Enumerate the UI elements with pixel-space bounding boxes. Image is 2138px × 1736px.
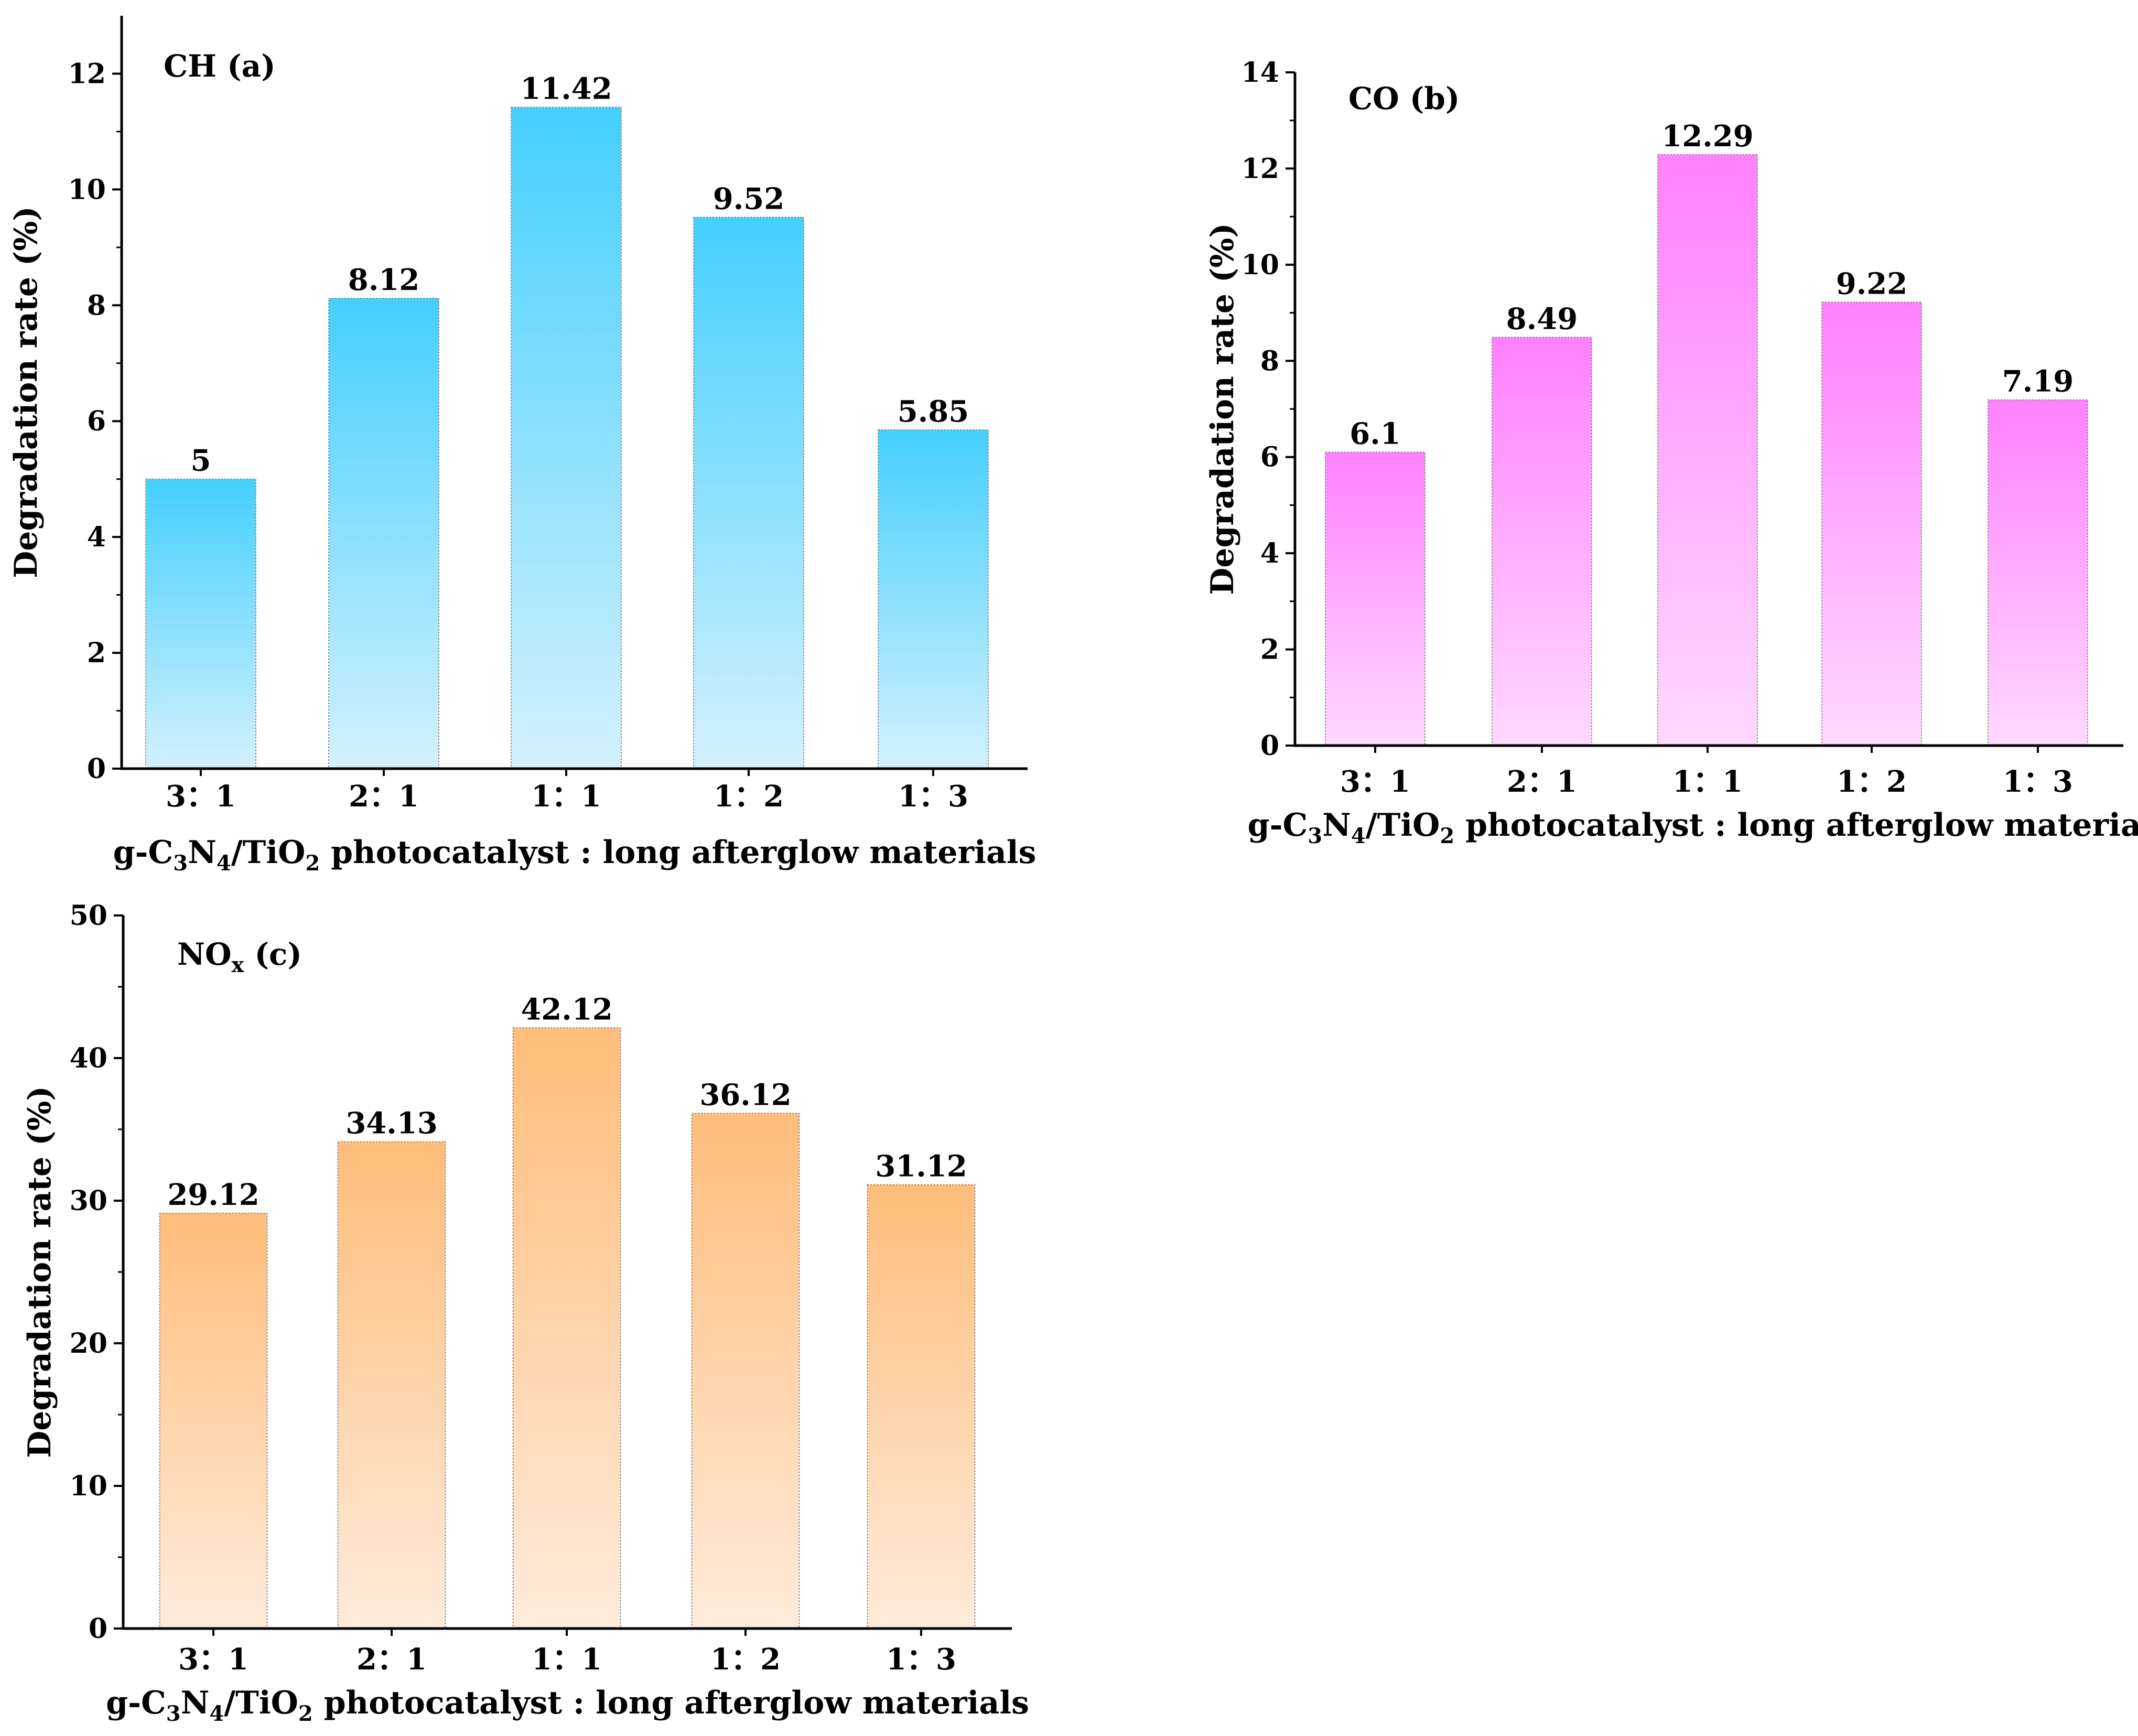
panel-title-nox: NOx (c) bbox=[177, 936, 302, 977]
y-tick-label-nox-50: 50 bbox=[70, 900, 107, 932]
data-label-co-5: 7.19 bbox=[2002, 364, 2074, 399]
x-tick-label-nox-3: 1：1 bbox=[532, 1642, 602, 1677]
x-tick-label-co-3: 1：1 bbox=[1672, 764, 1743, 799]
bar-ch-3 bbox=[511, 106, 622, 770]
y-tick-label-co-4: 4 bbox=[1260, 537, 1279, 569]
bar-co-1 bbox=[1325, 451, 1426, 746]
y-axis-label-co: Degradation rate (%) bbox=[1204, 223, 1241, 595]
y-tick-label-nox-20: 20 bbox=[70, 1328, 107, 1360]
data-label-co-4: 9.22 bbox=[1836, 266, 1907, 301]
x-tick-label-nox-5: 1：3 bbox=[886, 1642, 956, 1677]
chart-panel-nox: 29.12 3：1 34.13 2：1 42.12 1：1 36.12 1：2 31.12 1：3… bbox=[21, 900, 1029, 1726]
chart-panel-co: 6.1 3：1 8.49 2：1 12.29 1：1 9.22 1：2 7.19 1：3 0 2 4 6 8… bbox=[1204, 57, 2138, 848]
data-label-ch-3: 11.42 bbox=[520, 72, 612, 106]
bar-co-5 bbox=[1988, 399, 2088, 746]
bar-ch-5 bbox=[878, 429, 989, 769]
bar-nox-1 bbox=[159, 1212, 268, 1630]
x-axis-label-ch: g-C3N4/TiO2 photocatalyst : long aftergl… bbox=[113, 834, 1036, 876]
y-tick-label-co-2: 2 bbox=[1260, 634, 1279, 666]
bar-nox-5 bbox=[867, 1184, 976, 1629]
y-tick-label-nox-10: 10 bbox=[70, 1470, 107, 1502]
data-label-ch-5: 5.85 bbox=[898, 394, 969, 429]
bar-nox-4 bbox=[691, 1113, 800, 1629]
x-tick-label-co-1: 3：1 bbox=[1340, 764, 1410, 799]
data-label-nox-3: 42.12 bbox=[521, 992, 612, 1027]
data-label-ch-2: 8.12 bbox=[348, 263, 419, 297]
y-tick-label-nox-0: 0 bbox=[89, 1613, 107, 1645]
bar-co-3 bbox=[1657, 154, 1758, 746]
x-tick-label-ch-2: 2：1 bbox=[349, 779, 419, 814]
y-tick-label-ch-2: 2 bbox=[87, 637, 106, 669]
bar-ch-4 bbox=[693, 217, 804, 770]
y-tick-label-co-0: 0 bbox=[1260, 730, 1279, 762]
x-tick-label-ch-5: 1：3 bbox=[898, 779, 968, 814]
x-tick-label-co-2: 2：1 bbox=[1507, 764, 1577, 799]
y-tick-label-ch-10: 10 bbox=[68, 174, 106, 206]
y-tick-label-co-14: 14 bbox=[1241, 57, 1279, 89]
data-label-co-3: 12.29 bbox=[1661, 119, 1753, 154]
bar-ch-1 bbox=[145, 478, 256, 769]
chart-panel-ch: 5 3：1 8.12 2：1 11.42 1：1 9.52 1：2 5.85 1：3 0 2 4 6 8 10… bbox=[8, 16, 1036, 876]
y-tick-label-nox-30: 30 bbox=[70, 1185, 107, 1217]
data-label-nox-1: 29.12 bbox=[167, 1178, 259, 1212]
panel-title-co: CO (b) bbox=[1348, 81, 1460, 116]
y-axis-label-nox: Degradation rate (%) bbox=[21, 1086, 58, 1458]
y-tick-label-co-6: 6 bbox=[1260, 441, 1279, 473]
x-tick-label-ch-3: 1：1 bbox=[531, 779, 601, 814]
bar-co-4 bbox=[1821, 301, 1922, 746]
bar-ch-2 bbox=[328, 298, 439, 769]
y-tick-label-co-8: 8 bbox=[1260, 345, 1279, 377]
data-label-ch-1: 5 bbox=[191, 444, 211, 478]
y-tick-label-co-10: 10 bbox=[1241, 249, 1279, 281]
y-axis-label-ch: Degradation rate (%) bbox=[8, 206, 45, 578]
x-tick-label-co-4: 1：2 bbox=[1837, 764, 1907, 799]
x-tick-label-ch-4: 1：2 bbox=[714, 779, 784, 814]
y-tick-label-ch-0: 0 bbox=[87, 753, 106, 785]
x-axis-label-co: g-C3N4/TiO2 photocatalyst : long aftergl… bbox=[1248, 807, 2138, 848]
y-tick-label-ch-4: 4 bbox=[87, 521, 106, 553]
data-label-nox-4: 36.12 bbox=[699, 1078, 791, 1113]
panel-title-ch: CH (a) bbox=[164, 48, 276, 84]
y-tick-label-co-12: 12 bbox=[1241, 153, 1279, 185]
x-tick-label-nox-1: 3：1 bbox=[178, 1642, 249, 1677]
x-tick-label-co-5: 1：3 bbox=[2003, 764, 2073, 799]
bar-co-2 bbox=[1492, 337, 1592, 746]
data-label-ch-4: 9.52 bbox=[713, 181, 784, 216]
y-tick-label-ch-8: 8 bbox=[87, 289, 106, 321]
x-tick-label-nox-2: 2：1 bbox=[357, 1642, 427, 1677]
x-tick-label-nox-4: 1：2 bbox=[710, 1642, 781, 1677]
bar-nox-3 bbox=[512, 1027, 621, 1629]
x-axis-label-nox: g-C3N4/TiO2 photocatalyst : long aftergl… bbox=[106, 1685, 1029, 1726]
bar-nox-2 bbox=[337, 1141, 446, 1630]
data-label-co-1: 6.1 bbox=[1349, 417, 1400, 451]
y-tick-label-nox-40: 40 bbox=[70, 1042, 107, 1074]
data-label-nox-5: 31.12 bbox=[875, 1149, 967, 1184]
data-label-nox-2: 34.13 bbox=[345, 1106, 437, 1141]
y-tick-label-ch-6: 6 bbox=[87, 405, 106, 437]
data-label-co-2: 8.49 bbox=[1506, 301, 1578, 336]
y-tick-label-ch-12: 12 bbox=[68, 58, 106, 90]
x-tick-label-ch-1: 3：1 bbox=[166, 779, 236, 814]
